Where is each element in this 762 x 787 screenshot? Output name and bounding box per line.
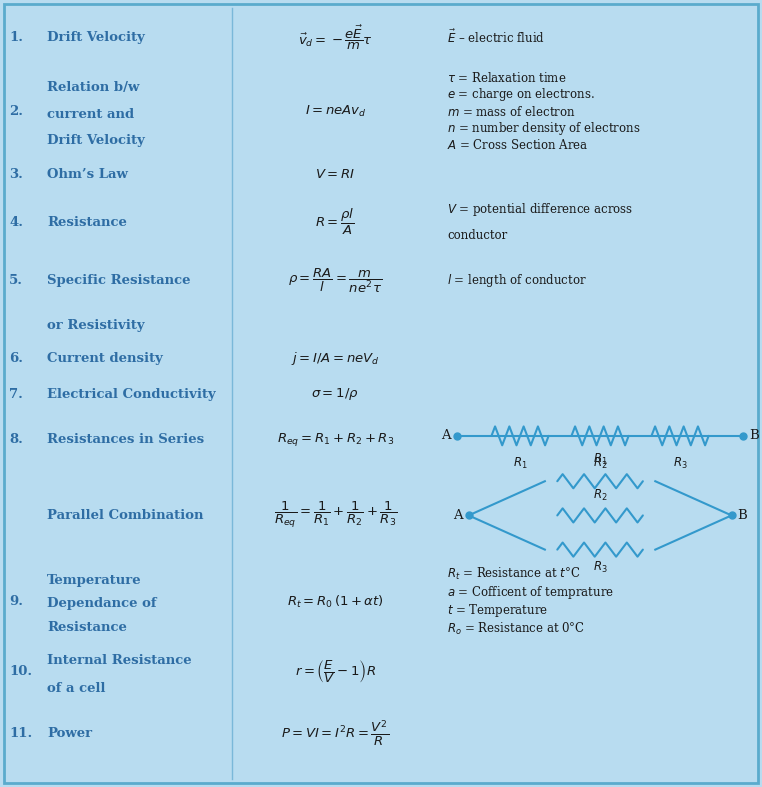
- Text: $R_{eq} = R_1 + R_2 + R_3$: $R_{eq} = R_1 + R_2 + R_3$: [277, 431, 394, 449]
- Text: $R_1$: $R_1$: [593, 452, 607, 467]
- Text: Resistance: Resistance: [47, 621, 127, 634]
- Text: $\sigma = 1/\rho$: $\sigma = 1/\rho$: [312, 386, 359, 402]
- Text: $V$ = potential difference across: $V$ = potential difference across: [447, 201, 633, 218]
- Text: Drift Velocity: Drift Velocity: [47, 31, 145, 44]
- Text: $P = VI = I^2R = \dfrac{V^2}{R}$: $P = VI = I^2R = \dfrac{V^2}{R}$: [281, 719, 389, 748]
- Text: Drift Velocity: Drift Velocity: [47, 135, 145, 147]
- Text: 6.: 6.: [9, 352, 23, 364]
- Text: Electrical Conductivity: Electrical Conductivity: [47, 387, 216, 401]
- Text: or Resistivity: or Resistivity: [47, 319, 145, 331]
- Text: $\vec{v}_d = -\dfrac{e\vec{E}}{m}\tau$: $\vec{v}_d = -\dfrac{e\vec{E}}{m}\tau$: [298, 24, 373, 52]
- Text: 10.: 10.: [9, 666, 32, 678]
- Text: $A$ = Cross Section Area: $A$ = Cross Section Area: [447, 139, 589, 153]
- Text: $e$ = charge on electrons.: $e$ = charge on electrons.: [447, 87, 595, 103]
- Text: $R = \dfrac{\rho l}{A}$: $R = \dfrac{\rho l}{A}$: [315, 207, 355, 238]
- Text: $m$ = mass of electron: $m$ = mass of electron: [447, 105, 576, 119]
- Text: 7.: 7.: [9, 387, 23, 401]
- Text: A: A: [441, 430, 451, 442]
- Text: Ohm’s Law: Ohm’s Law: [47, 168, 128, 182]
- Text: $\dfrac{1}{R_{eq}} = \dfrac{1}{R_1} + \dfrac{1}{R_2} + \dfrac{1}{R_3}$: $\dfrac{1}{R_{eq}} = \dfrac{1}{R_1} + \d…: [274, 501, 397, 530]
- Text: 9.: 9.: [9, 595, 23, 608]
- Text: 1.: 1.: [9, 31, 23, 44]
- Text: conductor: conductor: [447, 229, 507, 242]
- Text: $R_1$: $R_1$: [513, 456, 527, 471]
- Text: Temperature: Temperature: [47, 574, 142, 587]
- Text: $l$ = length of conductor: $l$ = length of conductor: [447, 272, 587, 289]
- Text: 3.: 3.: [9, 168, 23, 182]
- Text: 4.: 4.: [9, 216, 23, 229]
- Text: $R_2$: $R_2$: [593, 488, 607, 503]
- Text: Resistance: Resistance: [47, 216, 127, 229]
- Text: Parallel Combination: Parallel Combination: [47, 509, 203, 522]
- Text: 5.: 5.: [9, 274, 23, 287]
- Text: Power: Power: [47, 727, 92, 740]
- Text: $\rho = \dfrac{RA}{l} = \dfrac{m}{ne^2\tau}$: $\rho = \dfrac{RA}{l} = \dfrac{m}{ne^2\t…: [288, 266, 383, 294]
- Text: current and: current and: [47, 108, 134, 120]
- Text: $R_3$: $R_3$: [673, 456, 687, 471]
- Text: $R_t$ = Resistance at $t$°C: $R_t$ = Resistance at $t$°C: [447, 566, 581, 582]
- Text: Internal Resistance: Internal Resistance: [47, 655, 192, 667]
- Text: B: B: [738, 509, 748, 522]
- Text: Dependance of: Dependance of: [47, 597, 157, 611]
- Text: $R_o$ = Resistance at 0°C: $R_o$ = Resistance at 0°C: [447, 621, 585, 637]
- Text: Current density: Current density: [47, 352, 163, 364]
- Text: of a cell: of a cell: [47, 682, 106, 695]
- Text: $t$ = Temperature: $t$ = Temperature: [447, 602, 549, 619]
- Text: $\vec{E}$ – electric fluid: $\vec{E}$ – electric fluid: [447, 29, 546, 46]
- Text: $n$ = number density of electrons: $n$ = number density of electrons: [447, 120, 641, 137]
- Text: A: A: [453, 509, 463, 522]
- Text: 8.: 8.: [9, 434, 23, 446]
- Text: $j = I/A = neV_d$: $j = I/A = neV_d$: [291, 349, 379, 367]
- Text: $R_2$: $R_2$: [593, 456, 607, 471]
- Text: B: B: [749, 430, 759, 442]
- Text: $R_t = R_0\,(1 + \alpha t)$: $R_t = R_0\,(1 + \alpha t)$: [287, 593, 384, 610]
- Text: Resistances in Series: Resistances in Series: [47, 434, 204, 446]
- Text: Relation b/w: Relation b/w: [47, 81, 139, 94]
- Text: 2.: 2.: [9, 105, 23, 118]
- Text: $I = neAv_d$: $I = neAv_d$: [305, 104, 366, 119]
- Text: 11.: 11.: [9, 727, 33, 740]
- Text: $a$ = Cofficent of temprature: $a$ = Cofficent of temprature: [447, 584, 614, 601]
- Text: Specific Resistance: Specific Resistance: [47, 274, 190, 287]
- Text: $r = \left(\dfrac{E}{V} - 1\right)R$: $r = \left(\dfrac{E}{V} - 1\right)R$: [295, 659, 376, 685]
- Text: $R_3$: $R_3$: [593, 560, 607, 575]
- Text: $V = RI$: $V = RI$: [315, 168, 355, 182]
- Text: $\tau$ = Relaxation time: $\tau$ = Relaxation time: [447, 71, 567, 85]
